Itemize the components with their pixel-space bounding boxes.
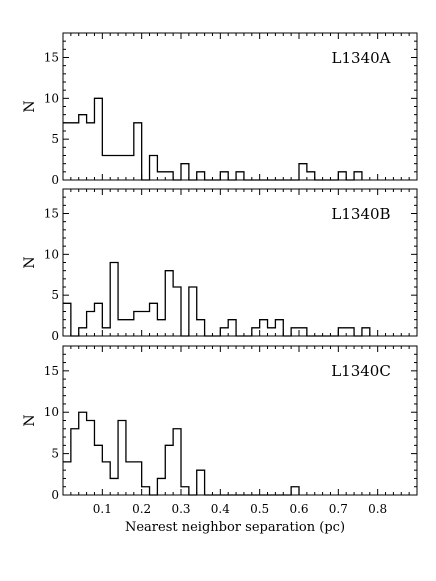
histogram-bin [338,172,346,180]
histogram-steps [63,97,363,181]
histogram-bin [275,320,283,336]
histogram-bin [220,172,228,180]
x-tick-label: 0.5 [250,502,269,516]
histogram-bin [291,487,299,495]
histogram-bin [87,421,95,496]
y-axis-label: N [22,414,38,426]
histogram-bin [126,320,134,336]
histogram-bin [260,320,268,336]
x-axis-label: Nearest neighbor separation (pc) [125,520,345,535]
y-tick-label: 5 [51,447,59,461]
x-tick-label: 0.7 [329,502,348,516]
histogram-bin [165,445,173,495]
histogram-bin [94,303,102,336]
panel-label: L1340A [332,49,391,67]
histogram-bin [307,172,315,180]
histogram-bin [150,156,158,181]
histogram-bin [197,172,205,180]
histogram-bin [94,98,102,180]
histogram-bin [354,172,362,180]
histogram-bin [87,312,95,337]
x-tick-label: 0.3 [171,502,190,516]
histogram-steps [63,411,300,496]
histogram-steps [63,261,371,337]
histogram-bin [362,328,370,336]
histogram-bin [79,412,87,495]
histogram-bin [197,470,205,495]
y-tick-label: 15 [44,364,59,378]
histogram-bin [110,263,118,337]
y-tick-label: 15 [44,51,59,65]
histogram-bin [126,156,134,181]
histogram-bin [71,429,79,495]
histogram-bin [87,123,95,180]
y-axis-label: N [22,256,38,268]
y-tick-label: 0 [51,173,59,187]
histogram-bin [157,172,165,180]
x-tick-label: 0.2 [132,502,151,516]
y-tick-label: 10 [44,91,59,105]
histogram-bin [142,487,150,495]
panel-label: L1340B [331,205,390,223]
histogram-bin [228,320,236,336]
histogram-bin [299,328,307,336]
histogram-bin [134,462,142,495]
histogram-bin [299,164,307,180]
y-tick-label: 10 [44,247,59,261]
histogram-bin [71,123,79,180]
x-tick-label: 0.8 [368,502,387,516]
y-axis-label: N [22,100,38,112]
histogram-bin [102,156,110,181]
histogram-bin [181,164,189,180]
y-tick-label: 5 [51,132,59,146]
y-tick-label: 10 [44,405,59,419]
histogram-bin [252,328,260,336]
y-tick-label: 0 [51,488,59,502]
histogram-bin [118,421,126,496]
histogram-bin [110,478,118,495]
histogram-bin [268,328,276,336]
y-tick-label: 5 [51,288,59,302]
histogram-bin [173,287,181,336]
histogram-bin [150,303,158,336]
histogram-bin [134,312,142,337]
histogram-bin [79,115,87,180]
histogram-bin [157,478,165,495]
histogram-bin [165,271,173,336]
x-tick-label: 0.4 [211,502,230,516]
histogram-bin [165,172,173,180]
histogram-bin [126,462,134,495]
x-tick-label: 0.1 [93,502,112,516]
histogram-bin [181,487,189,495]
histogram-bin [110,156,118,181]
histogram-bin [134,123,142,180]
histogram-bin [346,328,354,336]
histogram-bin [220,328,228,336]
x-tick-label: 0.6 [289,502,308,516]
histogram-bin [197,320,205,336]
histogram-bin [79,328,87,336]
histogram-bin [102,462,110,495]
histogram-bin [338,328,346,336]
histogram-bin [94,445,102,495]
histogram-bin [142,312,150,337]
histogram-bin [291,328,299,336]
histogram-bin [118,320,126,336]
y-tick-label: 0 [51,329,59,343]
histogram-bin [236,172,244,180]
histogram-bin [189,287,197,336]
histogram-bin [118,156,126,181]
histogram-bin [157,320,165,336]
histogram-bin [173,429,181,495]
histogram-bin [102,328,110,336]
y-tick-label: 15 [44,207,59,221]
panel-label: L1340C [331,362,391,380]
